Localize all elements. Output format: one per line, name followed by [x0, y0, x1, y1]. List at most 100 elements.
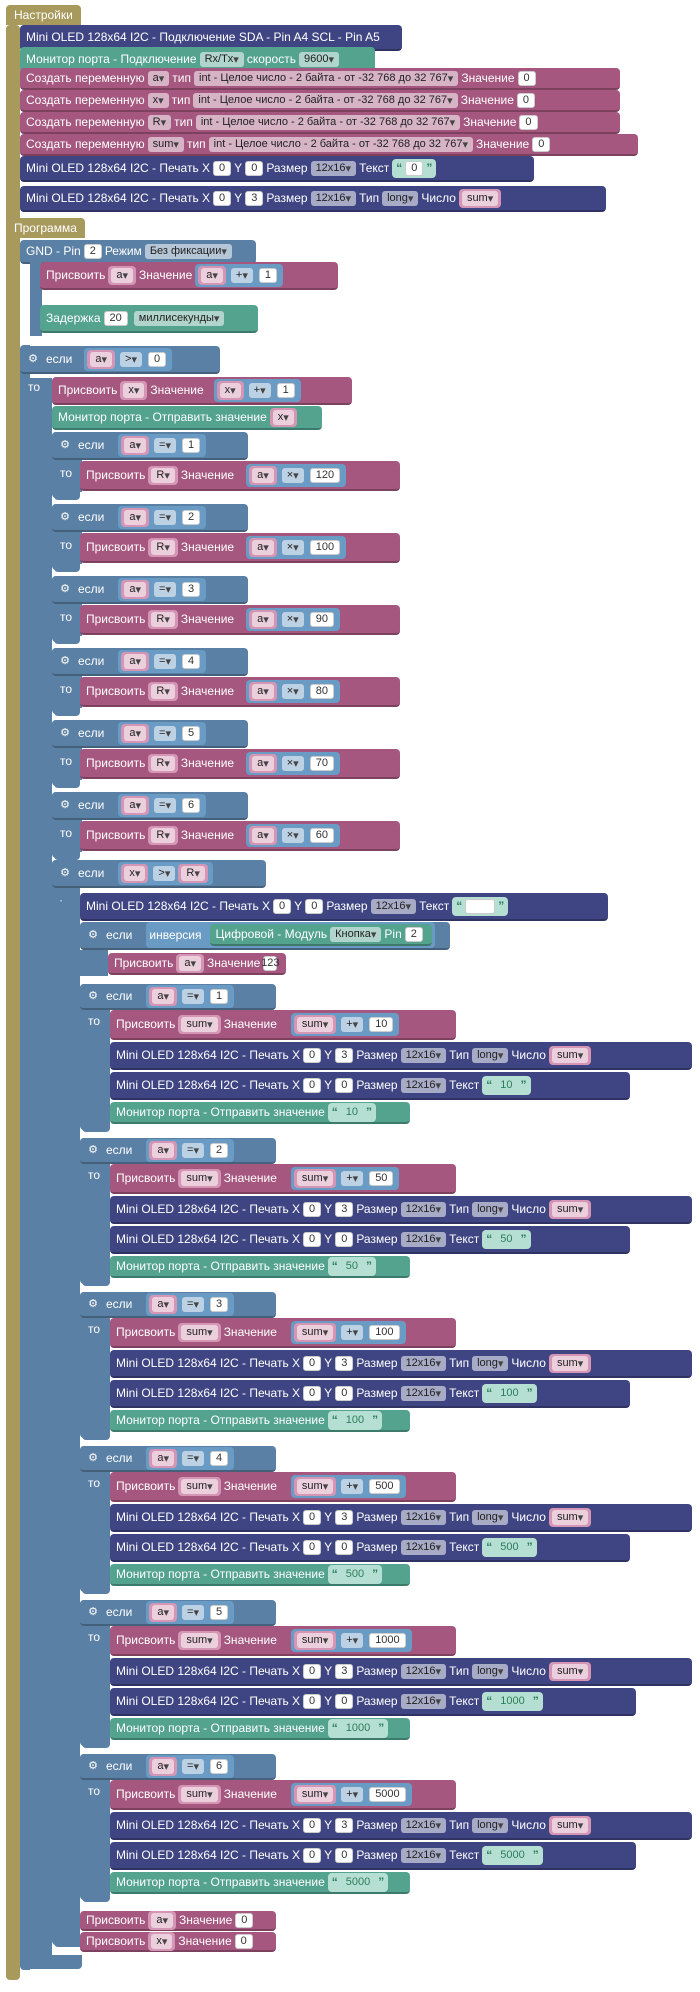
gear-icon[interactable]: ⚙: [58, 654, 72, 668]
size-dropdown[interactable]: 12x16: [400, 1047, 447, 1063]
variable-dropdown[interactable]: a: [179, 955, 202, 971]
text-value[interactable]: 50: [345, 1260, 359, 1272]
math-op[interactable]: a × 80: [246, 679, 340, 703]
if-a-eq-block[interactable]: ⚙ если a = 4: [80, 1446, 276, 1472]
delay-field[interactable]: 20: [103, 310, 128, 326]
type-dropdown[interactable]: long: [472, 1355, 509, 1371]
oled-print-text-block[interactable]: Mini OLED 128x64 I2C - Печать X 0 Y 0 Размер…: [110, 1226, 630, 1254]
assign-sum-block[interactable]: Присвоить sum Значение sum +100: [110, 1318, 456, 1348]
text-literal[interactable]: “100”: [482, 1383, 537, 1403]
text-value[interactable]: 5000: [345, 1876, 371, 1888]
variable-dropdown[interactable]: sum: [147, 136, 184, 152]
x-field[interactable]: 0: [303, 1201, 322, 1217]
compare-op[interactable]: a = 2: [118, 505, 207, 529]
variable-dropdown[interactable]: sum: [296, 1016, 334, 1032]
gear-icon[interactable]: ⚙: [58, 510, 72, 524]
variable-dropdown[interactable]: a: [152, 988, 175, 1004]
if-a-eq-block[interactable]: ⚙ если a = 3: [52, 576, 248, 604]
if-a-eq-block[interactable]: ⚙ если a = 5: [52, 720, 248, 748]
number-field[interactable]: 6: [182, 797, 201, 813]
assign-x-block[interactable]: Присвоить x Значение x +1: [52, 377, 352, 405]
monitor-connect-block[interactable]: Монитор порта - ПодключениеRx/Txскорость…: [20, 47, 375, 73]
op-dropdown[interactable]: =: [182, 1758, 205, 1774]
compare-op[interactable]: a = 2: [146, 1138, 235, 1162]
gear-icon[interactable]: ⚙: [58, 798, 72, 812]
assign-r-block[interactable]: Присвоить R Значение a × 60: [80, 821, 400, 851]
if-a-eq-block[interactable]: ⚙ если a = 1: [80, 984, 276, 1010]
gear-icon[interactable]: ⚙: [86, 1297, 100, 1311]
monitor-send-block[interactable]: Монитор порта - Отправить значение “50”: [110, 1256, 410, 1278]
text-literal[interactable]: “50”: [482, 1229, 531, 1249]
variable-dropdown[interactable]: R: [151, 755, 175, 771]
text-field[interactable]: [465, 898, 496, 914]
x-field[interactable]: 0: [303, 1385, 322, 1401]
init-field[interactable]: 0: [516, 92, 536, 108]
assign-sum-block[interactable]: Присвоить sum Значение sum +1000: [110, 1626, 456, 1656]
variable-dropdown[interactable]: sum: [296, 1324, 334, 1340]
number-field[interactable]: 50: [369, 1170, 394, 1186]
text-value[interactable]: 10: [500, 1079, 513, 1091]
variable-dropdown[interactable]: a: [201, 267, 223, 283]
delay-block[interactable]: Задержка 20 миллисекунды: [40, 305, 258, 333]
math-op[interactable]: a × 60: [246, 823, 340, 847]
variable-dropdown[interactable]: sum: [551, 1817, 589, 1833]
number-field[interactable]: 123: [261, 955, 280, 971]
variable-dropdown[interactable]: a: [152, 1450, 175, 1466]
text-field[interactable]: 0: [405, 160, 424, 176]
variable-dropdown[interactable]: sum: [181, 1170, 218, 1186]
compare-op[interactable]: x > R: [118, 861, 213, 885]
variable-dropdown[interactable]: x: [147, 92, 169, 108]
compare-op[interactable]: a = 1: [146, 984, 235, 1008]
text-value[interactable]: 5000: [500, 1849, 525, 1861]
compare-op[interactable]: a = 3: [146, 1292, 235, 1316]
port-dropdown[interactable]: Rx/Tx: [199, 51, 244, 67]
x-field[interactable]: 0: [213, 190, 232, 206]
create-variable-block[interactable]: Создать переменнуюaтипint - Целое число …: [20, 68, 620, 90]
oled-print-number-block[interactable]: Mini OLED 128x64 I2C - Печать X 0 Y 3 Размер…: [20, 186, 606, 212]
number-field[interactable]: 100: [369, 1324, 400, 1340]
if-a-gt-block[interactable]: ⚙ если a >0: [20, 346, 220, 374]
create-variable-block[interactable]: Создать переменнуюRтипint - Целое число …: [20, 112, 620, 134]
op-dropdown[interactable]: >: [153, 865, 176, 881]
compare-op[interactable]: a >0: [84, 347, 173, 371]
math-op[interactable]: sum +10: [290, 1012, 400, 1036]
digital-module-block[interactable]: Цифровой - МодульКнопкаPin2: [209, 924, 432, 946]
init-field[interactable]: 0: [532, 136, 551, 152]
variable-dropdown[interactable]: sum: [551, 1663, 589, 1679]
size-dropdown[interactable]: 12x16: [310, 190, 357, 206]
op-dropdown[interactable]: =: [154, 437, 177, 453]
math-op[interactable]: a × 100: [246, 535, 347, 559]
text-value[interactable]: 500: [345, 1568, 365, 1580]
monitor-send-block[interactable]: Монитор порта - Отправить значение “100”: [110, 1410, 410, 1432]
variable-dropdown[interactable]: sum: [551, 1047, 589, 1063]
oled-print-sum-block[interactable]: Mini OLED 128x64 I2C - Печать X 0 Y 3 Размер…: [110, 1812, 692, 1840]
op-dropdown[interactable]: +: [341, 1632, 364, 1648]
op-dropdown[interactable]: +: [341, 1170, 364, 1186]
variable-dropdown[interactable]: a: [147, 70, 170, 86]
variable-dropdown[interactable]: a: [252, 683, 274, 699]
if-x-gt-r-block[interactable]: ⚙ если x > R: [52, 860, 266, 888]
op-dropdown[interactable]: =: [182, 988, 205, 1004]
oled-print-text-block[interactable]: Mini OLED 128x64 I2C - Печать X 0 Y 0 Размер…: [110, 1534, 630, 1562]
variable-dropdown[interactable]: sum: [181, 1632, 218, 1648]
text-literal[interactable]: “500”: [327, 1564, 383, 1584]
number-field[interactable]: 70: [309, 755, 334, 771]
size-dropdown[interactable]: 12x16: [400, 1817, 447, 1833]
y-field[interactable]: 0: [335, 1077, 354, 1093]
x-field[interactable]: 0: [303, 1693, 322, 1709]
text-value[interactable]: 100: [345, 1414, 365, 1426]
text-value[interactable]: 500: [500, 1541, 519, 1553]
gear-icon[interactable]: ⚙: [86, 1759, 100, 1773]
assign-sum-block[interactable]: Присвоить sum Значение sum +5000: [110, 1780, 456, 1810]
assign-r-block[interactable]: Присвоить R Значение a × 90: [80, 605, 400, 635]
assign-r-block[interactable]: Присвоить R Значение a × 120: [80, 461, 400, 491]
variable-dropdown[interactable]: a: [124, 509, 147, 525]
variable-dropdown[interactable]: sum: [181, 1324, 218, 1340]
number-field[interactable]: 4: [182, 653, 201, 669]
variable-dropdown[interactable]: a: [111, 267, 134, 283]
number-field[interactable]: 2: [210, 1142, 229, 1158]
math-op[interactable]: sum +50: [290, 1166, 400, 1190]
assign-sum-block[interactable]: Присвоить sum Значение sum +50: [110, 1164, 456, 1194]
assign-r-block[interactable]: Присвоить R Значение a × 100: [80, 533, 400, 563]
